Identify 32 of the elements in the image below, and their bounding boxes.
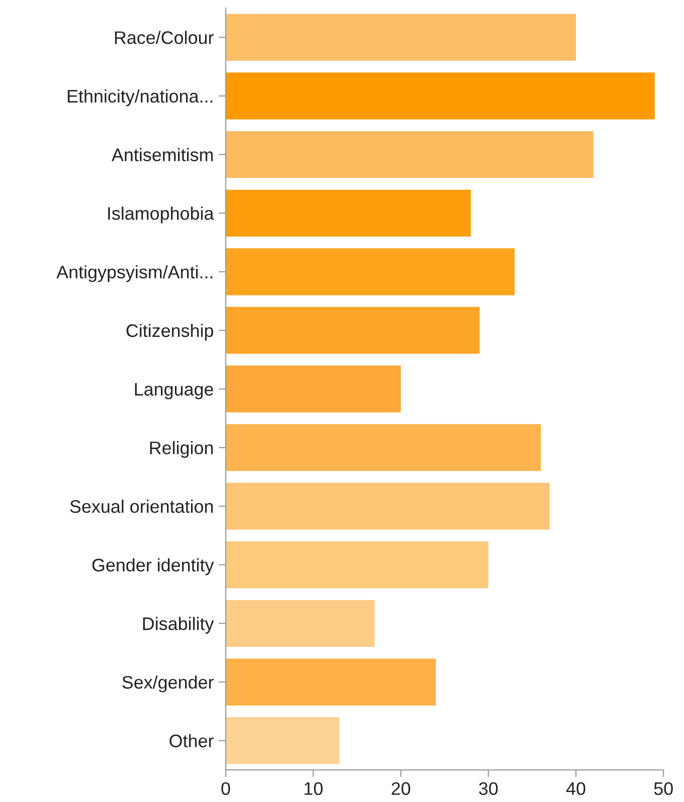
- y-tick-label: Ethnicity/nationa...: [68, 89, 212, 106]
- x-tick-label: 50: [654, 782, 673, 795]
- y-tick-label: Religion: [150, 441, 213, 458]
- x-tick-label: 40: [566, 782, 586, 795]
- y-tick-label: Sexual orientation: [70, 500, 213, 513]
- bar: [226, 658, 436, 706]
- bar: [226, 482, 550, 530]
- x-tick-label: 0: [221, 782, 230, 795]
- x-tick-label: 10: [304, 782, 323, 795]
- bar: [226, 541, 488, 588]
- bar: [226, 717, 340, 764]
- bar: [226, 131, 594, 178]
- y-tick-label: Race/Colour: [115, 30, 214, 44]
- bar: [226, 248, 515, 296]
- y-tick-label: Citizenship: [126, 324, 214, 341]
- bar: [226, 424, 541, 472]
- y-tick-label: Disability: [143, 616, 214, 634]
- y-tick-label: Islamophobia: [108, 206, 214, 224]
- bar: [226, 14, 576, 61]
- y-tick-label: Gender identity: [92, 558, 214, 576]
- bar: [226, 600, 375, 647]
- x-tick-label: 30: [479, 782, 498, 795]
- bar: [226, 306, 480, 354]
- bar: [226, 72, 655, 120]
- bar: [226, 366, 401, 412]
- y-tick-label: Antigypsyism/Anti...: [56, 265, 212, 282]
- y-tick-label: Other: [170, 734, 214, 748]
- y-tick-label: Language: [135, 383, 214, 400]
- bar: [226, 190, 471, 237]
- y-tick-label: Sex/gender: [122, 675, 214, 692]
- x-tick-label: 20: [392, 782, 410, 795]
- y-tick-label: Antisemitism: [112, 148, 213, 162]
